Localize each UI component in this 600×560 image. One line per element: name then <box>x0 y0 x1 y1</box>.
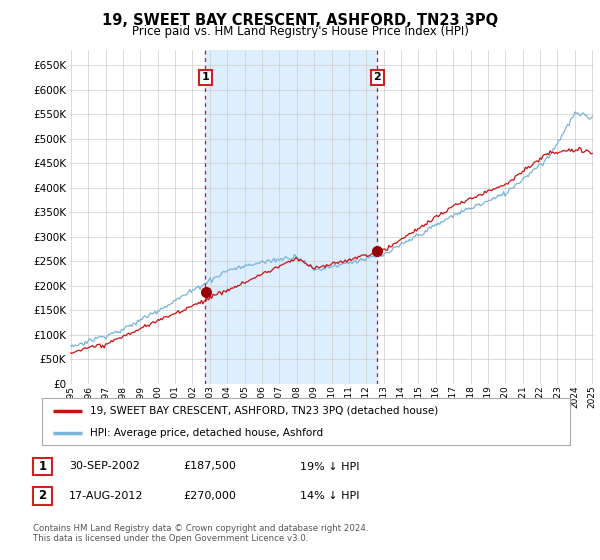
Text: 19% ↓ HPI: 19% ↓ HPI <box>300 461 359 472</box>
Text: HPI: Average price, detached house, Ashford: HPI: Average price, detached house, Ashf… <box>89 428 323 438</box>
Text: 14% ↓ HPI: 14% ↓ HPI <box>300 491 359 501</box>
Text: 1: 1 <box>38 460 47 473</box>
Text: 30-SEP-2002: 30-SEP-2002 <box>69 461 140 472</box>
Bar <box>205 50 377 384</box>
Text: Contains HM Land Registry data © Crown copyright and database right 2024.
This d: Contains HM Land Registry data © Crown c… <box>33 524 368 543</box>
Text: 1: 1 <box>202 72 209 82</box>
Text: 19, SWEET BAY CRESCENT, ASHFORD, TN23 3PQ: 19, SWEET BAY CRESCENT, ASHFORD, TN23 3P… <box>102 13 498 28</box>
Text: 2: 2 <box>38 489 47 502</box>
Text: 19, SWEET BAY CRESCENT, ASHFORD, TN23 3PQ (detached house): 19, SWEET BAY CRESCENT, ASHFORD, TN23 3P… <box>89 406 438 416</box>
Text: 2: 2 <box>373 72 381 82</box>
Text: £270,000: £270,000 <box>183 491 236 501</box>
Text: 17-AUG-2012: 17-AUG-2012 <box>69 491 143 501</box>
Text: £187,500: £187,500 <box>183 461 236 472</box>
Text: Price paid vs. HM Land Registry's House Price Index (HPI): Price paid vs. HM Land Registry's House … <box>131 25 469 38</box>
